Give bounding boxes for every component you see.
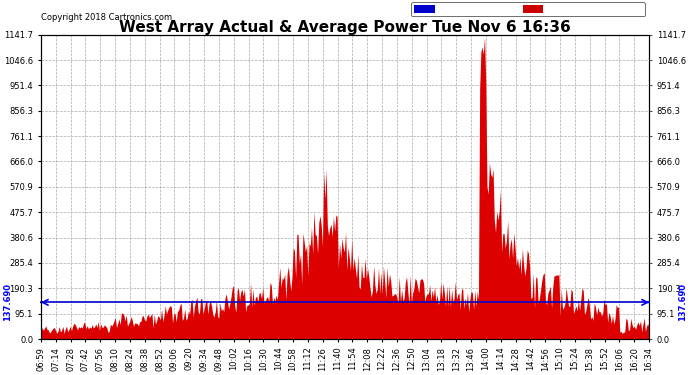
- Legend: Average  (DC Watts), West Array  (DC Watts): Average (DC Watts), West Array (DC Watts…: [411, 2, 645, 16]
- Text: Copyright 2018 Cartronics.com: Copyright 2018 Cartronics.com: [41, 13, 172, 22]
- Text: 137.690: 137.690: [678, 284, 687, 321]
- Title: West Array Actual & Average Power Tue Nov 6 16:36: West Array Actual & Average Power Tue No…: [119, 20, 571, 34]
- Text: 137.690: 137.690: [3, 284, 12, 321]
